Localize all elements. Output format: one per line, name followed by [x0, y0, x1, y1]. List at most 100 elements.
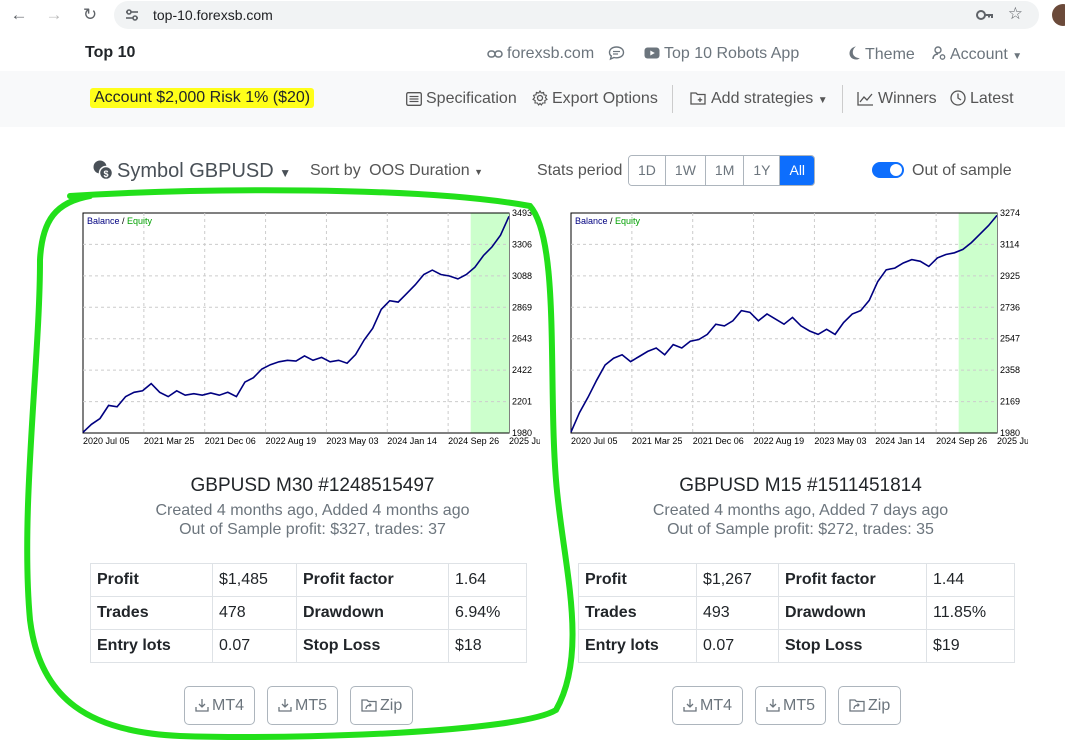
download-mt5-button[interactable]: MT5: [755, 686, 826, 725]
strategy-stats-table: Profit $1,267 Profit factor 1.44 Trades …: [578, 563, 1015, 663]
stat-label: Stop Loss: [778, 629, 927, 663]
legend-separator: /: [120, 216, 128, 226]
stat-value: 6.94%: [448, 596, 527, 630]
stats-period-label: Stats period: [537, 162, 623, 179]
youtube-icon: [644, 47, 660, 59]
bookmark-star-icon[interactable]: ☆: [1007, 4, 1023, 23]
y-tick-label: 2358: [1000, 365, 1020, 375]
download-icon: [683, 699, 697, 712]
password-key-icon[interactable]: [975, 6, 993, 24]
account-label: Account: [950, 46, 1008, 63]
theme-toggle[interactable]: Theme: [847, 45, 915, 64]
x-tick-label: 2025 Jun 0: [997, 436, 1028, 446]
plot-area: [82, 212, 510, 434]
stat-label: Trades: [578, 596, 697, 630]
stat-label: Stop Loss: [296, 629, 449, 663]
download-mt4-button[interactable]: MT4: [184, 686, 255, 725]
table-row: Profit $1,267 Profit factor 1.44: [578, 563, 1015, 597]
stat-value: 1.64: [448, 563, 527, 597]
latest-link[interactable]: Latest: [950, 90, 1014, 108]
balance-line: [570, 214, 998, 433]
address-bar[interactable]: top-10.forexsb.com ☆: [114, 1, 1039, 29]
y-tick-label: 3114: [1000, 239, 1019, 249]
period-1m-button[interactable]: 1M: [705, 156, 745, 185]
forexsb-link[interactable]: forexsb.com: [487, 45, 594, 63]
user-gear-icon: [932, 46, 946, 60]
specification-link[interactable]: Specification: [406, 90, 517, 108]
table-row: Entry lots 0.07 Stop Loss $19: [578, 629, 1015, 663]
y-tick-label: 1980: [1000, 428, 1020, 438]
stat-value: 478: [212, 596, 297, 630]
period-all-button[interactable]: All: [780, 156, 815, 185]
stat-value: $1,485: [212, 563, 297, 597]
profile-avatar[interactable]: [1052, 4, 1065, 26]
period-1w-button[interactable]: 1W: [665, 156, 706, 185]
stat-label: Profit factor: [778, 563, 927, 597]
download-mt4-button[interactable]: MT4: [672, 686, 743, 725]
y-tick-label: 2422: [512, 365, 532, 375]
chart-legend: Balance / Equity: [87, 216, 153, 226]
strategy-oos-profit: Out of Sample profit: $327, trades: 37: [179, 521, 446, 538]
table-row: Trades 493 Drawdown 11.85%: [578, 596, 1015, 630]
stat-value: 0.07: [212, 629, 297, 663]
table-row: Entry lots 0.07 Stop Loss $18: [90, 629, 527, 663]
download-icon: [195, 699, 209, 712]
stat-label: Entry lots: [578, 629, 697, 663]
x-tick-label: 2024 Sep 26: [448, 436, 499, 446]
export-options-link[interactable]: Export Options: [532, 89, 658, 108]
chat-link[interactable]: [608, 45, 629, 64]
x-tick-label: 2025 Jun 0: [509, 436, 540, 446]
forward-icon[interactable]: →: [45, 5, 63, 24]
x-tick-label: 2020 Jul 05: [83, 436, 130, 446]
download-mt5-label: MT5: [783, 697, 815, 714]
download-zip-button[interactable]: Zip: [350, 686, 414, 725]
x-tick-label: 2021 Mar 25: [144, 436, 195, 446]
y-tick-label: 3306: [512, 239, 532, 249]
out-of-sample-toggle[interactable]: [872, 162, 904, 178]
toolbar-divider: [672, 85, 673, 113]
robots-app-link[interactable]: Top 10 Robots App: [644, 45, 799, 63]
symbol-selector[interactable]: $ Symbol GBPUSD ▼: [92, 159, 291, 183]
y-tick-label: 2736: [1000, 302, 1020, 312]
sort-by-label: Sort by: [310, 162, 361, 179]
reload-icon[interactable]: ↻: [82, 5, 98, 24]
download-zip-button[interactable]: Zip: [838, 686, 902, 725]
add-strategies-menu[interactable]: Add strategies ▼: [690, 90, 828, 108]
site-settings-icon[interactable]: [124, 7, 140, 23]
period-1y-button[interactable]: 1Y: [744, 156, 781, 185]
download-icon: [766, 699, 780, 712]
chat-icon: [608, 46, 625, 61]
download-zip-label: Zip: [868, 697, 891, 714]
download-mt4-label: MT4: [700, 697, 732, 714]
plot-area: [570, 212, 998, 434]
x-tick-label: 2021 Mar 25: [632, 436, 683, 446]
brand-title[interactable]: Top 10: [85, 44, 136, 61]
oos-zone: [470, 213, 509, 433]
link-icon: [487, 50, 503, 58]
x-tick-label: 2023 May 03: [326, 436, 378, 446]
strategy-stats-table: Profit $1,485 Profit factor 1.64 Trades …: [90, 563, 527, 663]
winners-label: Winners: [878, 90, 937, 107]
download-mt5-label: MT5: [295, 697, 327, 714]
sub-toolbar: Account $2,000 Risk 1% ($20) Specificati…: [0, 71, 1065, 127]
account-risk-info[interactable]: Account $2,000 Risk 1% ($20): [90, 88, 315, 108]
winners-link[interactable]: Winners: [857, 90, 937, 108]
download-mt5-button[interactable]: MT5: [267, 686, 338, 725]
x-tick-label: 2023 May 03: [814, 436, 866, 446]
x-tick-label: 2022 Aug 19: [266, 436, 317, 446]
strategy-title[interactable]: GBPUSD M30 #1248515497: [190, 475, 435, 496]
graph-up-icon: [857, 92, 873, 106]
stat-label: Drawdown: [296, 596, 449, 630]
balance-chart-svg: 3274 3114 2925 2736 2547 2358 2169 1980 2020 Jul…: [570, 208, 1028, 446]
table-row: Trades 478 Drawdown 6.94%: [90, 596, 527, 630]
back-icon[interactable]: ←: [10, 5, 28, 24]
robots-app-label: Top 10 Robots App: [664, 45, 800, 62]
period-1d-button[interactable]: 1D: [629, 156, 666, 185]
sort-by-selector[interactable]: Sort by OOS Duration ▼: [310, 162, 483, 180]
strategy-title[interactable]: GBPUSD M15 #1511451814: [679, 475, 922, 496]
y-tick-label: 2201: [512, 397, 532, 407]
browser-toolbar: ← → ↻ top-10.forexsb.com ☆: [0, 0, 1065, 30]
stat-label: Profit factor: [296, 563, 449, 597]
account-menu[interactable]: Account ▼: [932, 45, 1022, 64]
stat-value: $1,267: [696, 563, 779, 597]
